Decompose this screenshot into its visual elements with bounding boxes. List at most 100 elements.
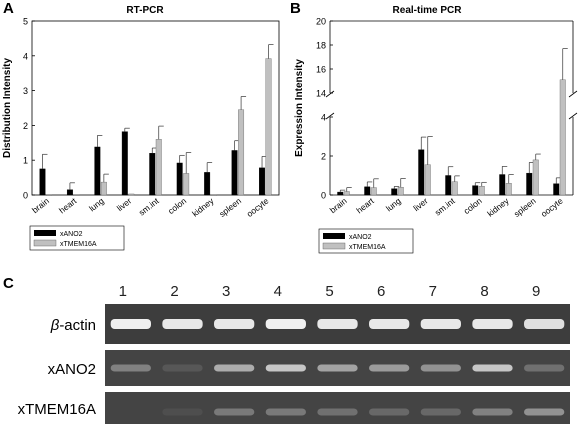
legend-swatch-xtmem16a [33,239,57,247]
gel-lane-number: 3 [222,283,230,300]
chart-a-bar-xtmem16a-colon [183,173,190,196]
chart-a-category-label: brain [30,196,51,216]
chart-b-ytick-label: 16 [316,65,326,75]
gel-lane-number: 1 [119,283,127,300]
chart-b-bar-xtmem16a-spleen [532,159,539,196]
gel-lane-number: 9 [532,283,540,300]
legend-b-label-xtmem16a: xTMEM16A [349,244,386,251]
gel-band [472,319,513,329]
chart-a-ytick-label: 5 [23,17,28,27]
chart-a-ytick-label: 1 [23,156,28,166]
legend-b-swatch-xtmem16a [322,242,346,250]
chart-b-ytick-label: 20 [316,17,326,27]
gel-panel: 1 2 3 4 5 6 7 8 9 β-actin xANO2 xTMEM16A [18,283,570,424]
gel-lane-number: 8 [480,283,488,300]
chart-a-ytick-label: 3 [23,86,28,96]
gel-band [214,319,255,329]
chart-b-bar-xano2-spleen [526,172,533,196]
legend-label-xano2: xANO2 [60,231,83,238]
gel-lane-number: 7 [429,283,437,300]
gel-band [317,319,358,329]
gel-lane-number: 2 [170,283,178,300]
gel-band [317,408,358,416]
chart-b-bar-xano2-smint [445,175,452,196]
chart-b-ytick-label: 4 [321,113,326,123]
gel-band [472,364,513,372]
chart-a-bar-xano2-heart [66,189,73,196]
chart-b-ytick-label: 0 [321,191,326,201]
chart-b-ylabel: Expression Intensity [294,59,305,157]
chart-b-ytick-label: 18 [316,41,326,51]
chart-b-bar-xano2-oocyte [553,183,560,196]
chart-b-bar-xano2-brain [337,191,344,196]
gel-band [420,408,461,416]
gel-band [420,364,461,372]
chart-b-ytick-label: 14 [316,89,326,99]
gel-row-label: β-actin [50,317,96,334]
chart-b-category-label: liver [411,196,430,214]
chart-b-bar-xano2-liver [418,149,425,196]
gel-band [369,364,410,372]
gel-band [162,364,203,372]
chart-a-bar-xano2-liver [121,131,128,196]
chart-a-bar-xtmem16a-spleen [238,109,245,196]
chart-b-y-ticks: 0 2 4 14 16 18 20 [316,17,333,201]
gel-band [524,364,565,372]
chart-a-y-ticks: 0 1 2 3 4 5 [23,17,35,201]
gel-band [162,319,203,329]
chart-b-category-label: kidney [485,195,511,218]
chart-b-axis-break [325,90,578,120]
gel-band [472,408,513,416]
chart-b-bar-xtmem16a-brain [343,191,350,196]
chart-b-ytick-label: 2 [321,152,326,162]
chart-a-category-label: sm.int [137,195,162,217]
panel-a-letter: A [3,0,14,17]
legend-b-label-xano2: xANO2 [349,234,372,241]
gel-lane-numbers: 1 2 3 4 5 6 7 8 9 [119,283,541,300]
chart-a-title: RT-PCR [126,5,164,16]
chart-a: RT-PCR Distribution Intensity 0 1 2 3 4 5 bra… [2,5,280,251]
chart-a-category-label: liver [115,196,134,214]
chart-b-bar-xtmem16a-smint [451,181,458,196]
gel-band [214,408,255,416]
chart-a-ytick-label: 4 [23,51,28,61]
chart-b-bar-xtmem16a-liver [424,164,431,196]
chart-a-bar-xtmem16a-oocyte [265,58,272,196]
chart-b-categories: brain heart lung liver sm.int colon kidney sple… [328,195,565,219]
chart-b-category-label: heart [354,195,376,215]
chart-a-categories: brain heart lung liver sm.int colon kidney sple… [30,195,271,219]
chart-a-ylabel: Distribution Intensity [2,58,13,158]
chart-a-bars [39,44,274,196]
gel-band [110,364,151,372]
chart-a-bar-xano2-spleen [231,150,238,196]
gel-band [110,319,151,329]
legend-swatch-xano2 [34,230,56,236]
legend-b-swatch-xano2 [323,233,345,239]
legend-label-xtmem16a: xTMEM16A [60,241,97,248]
gel-band [524,408,565,416]
chart-a-ytick-label: 2 [23,121,28,131]
chart-b-category-label: colon [462,196,484,217]
gel-lane-number: 4 [274,283,282,300]
gel-band [265,319,306,329]
chart-a-bar-xtmem16a-liver [128,193,135,196]
chart-b-category-label: spleen [512,196,538,219]
chart-b-legend: xANO2 xTMEM16A [318,228,414,254]
gel-band [524,319,565,329]
panel-b-letter: B [290,0,301,17]
gel-band [317,364,358,372]
chart-a-bar-xtmem16a-brain [46,194,52,196]
gel-band [265,408,306,416]
panel-c-letter: C [3,275,14,292]
gel-band [369,408,410,416]
chart-b-bar-xano2-lung [391,188,398,196]
gel-band [420,319,461,329]
chart-a-category-label: oocyte [245,196,271,219]
chart-b-bar-xtmem16a-kidney [505,183,512,196]
chart-b-category-label: brain [328,196,349,216]
chart-b-title: Real-time PCR [393,5,463,16]
chart-a-bar-xano2-brain [39,168,46,196]
chart-a-bar-xano2-kidney [204,172,211,196]
chart-b-category-label: sm.int [433,195,458,217]
